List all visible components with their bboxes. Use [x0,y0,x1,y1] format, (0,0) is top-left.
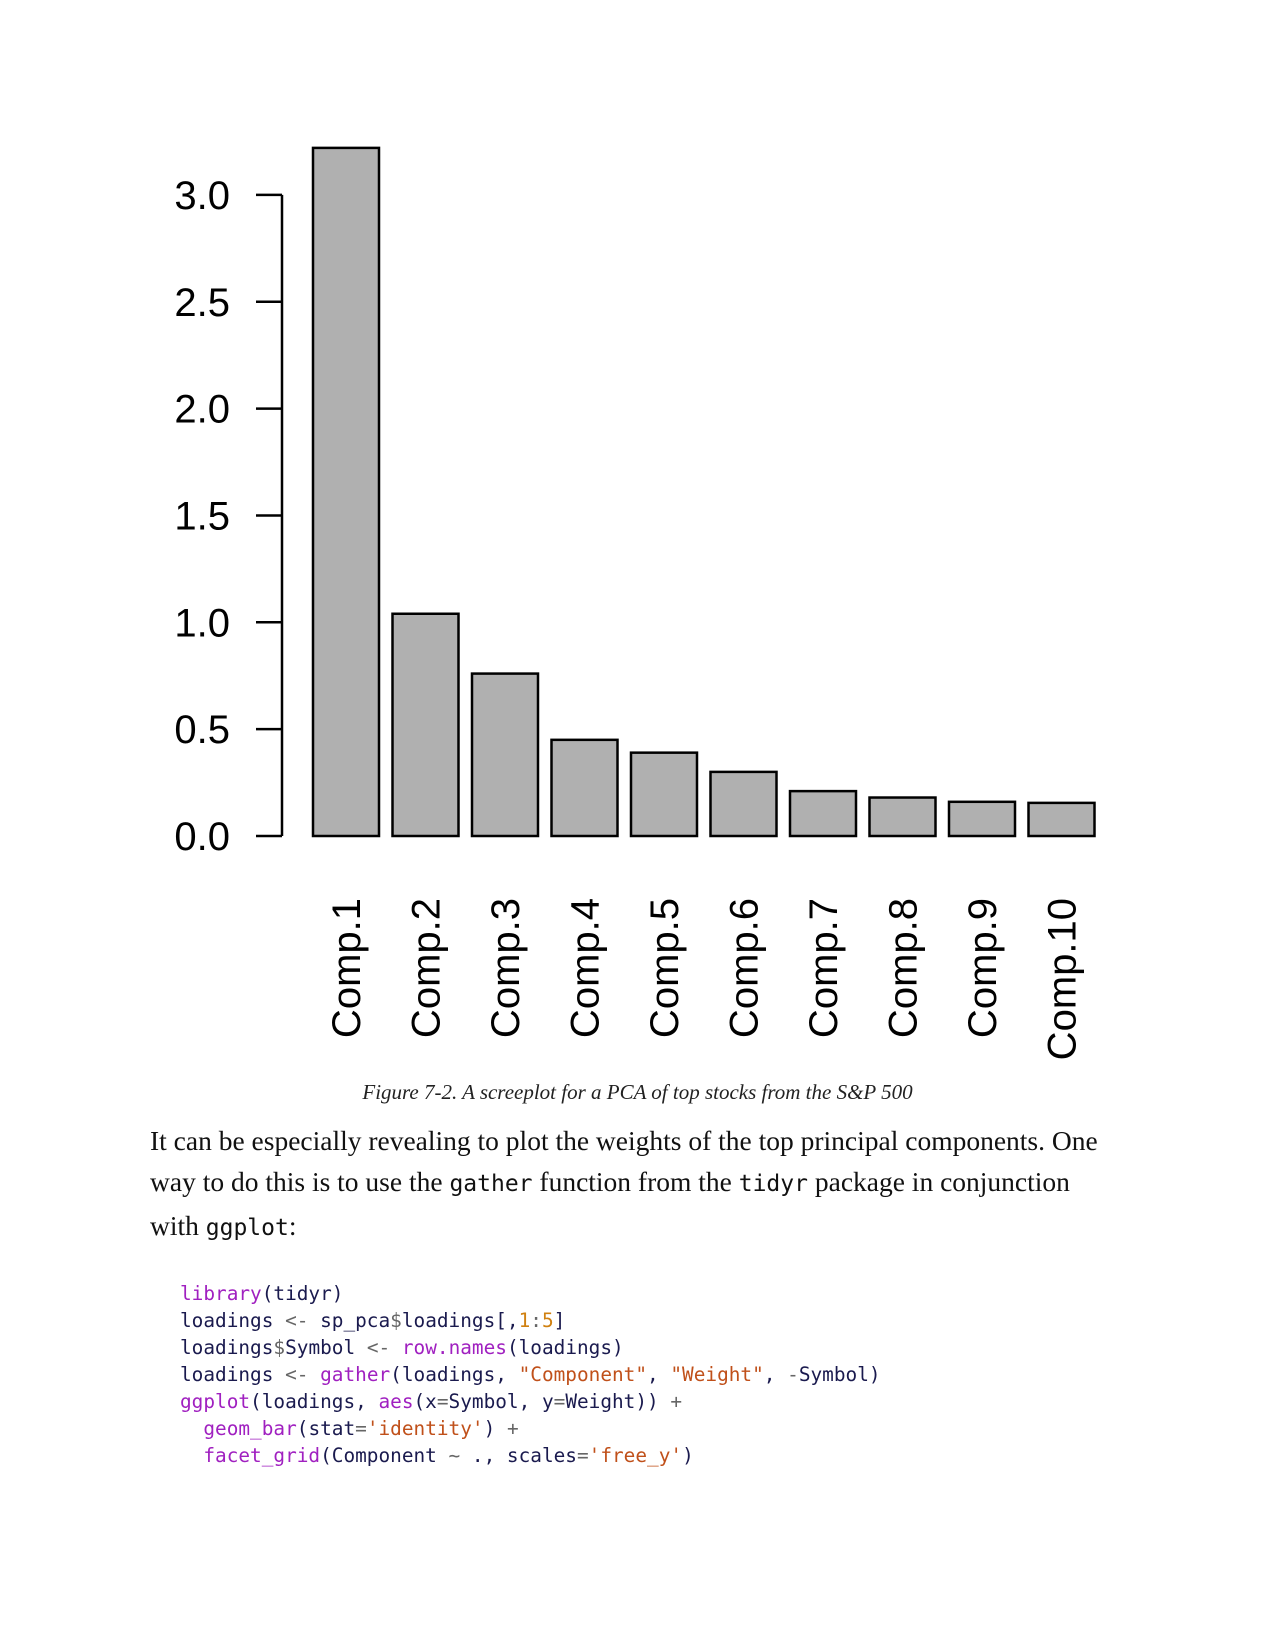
code-block: library(tidyr) loadings <- sp_pca$loading… [180,1280,881,1469]
code-token: (x [413,1390,437,1413]
code-token: ., scales [460,1444,577,1467]
x-tick-label: Comp.9 [961,898,1005,1038]
code-token: (loadings, [390,1363,519,1386]
inline-code-tidyr: tidyr [738,1171,808,1197]
code-token: library [180,1282,262,1305]
code-token: 1 [518,1309,531,1332]
code-token: + [506,1417,519,1440]
code-line: loadings <- gather(loadings, "Component"… [180,1361,881,1388]
code-token: <- [285,1309,309,1332]
code-token: + [670,1390,683,1413]
code-token: Symbol, y [448,1390,554,1413]
para-text-4: : [288,1210,297,1241]
y-tick-label: 1.5 [174,494,230,538]
code-token: geom_bar [203,1417,297,1440]
code-token: Weight)) [565,1390,671,1413]
bar [788,789,858,838]
code-token: = [576,1444,589,1467]
code-token: = [553,1390,566,1413]
code-token: (loadings, [250,1390,379,1413]
y-tick-label: 0.0 [174,815,230,859]
code-token: gather [320,1363,391,1386]
code-token: (stat [296,1417,356,1440]
code-token: = [355,1417,367,1440]
code-line: facet_grid(Component ~ ., scales='free_y… [180,1442,881,1469]
code-token: loadings[, [401,1309,519,1332]
bar [311,146,381,838]
code-token: aes [378,1390,414,1413]
inline-code-gather: gather [449,1171,533,1197]
code-token: loadings [180,1336,274,1359]
code-token: ~ [448,1444,461,1467]
code-token [180,1444,203,1467]
screeplot-chart: 0.0 0.5 1.0 1.5 2.0 2.5 3.0 Comp.1 Comp.2 Comp.3 C… [174,146,1096,1060]
code-token: - [787,1363,799,1386]
code-line: ggplot(loadings, aes(x=Symbol, y=Weight)… [180,1388,881,1415]
code-token: 5 [541,1309,554,1332]
bar [868,796,937,838]
code-token: loadings [180,1309,286,1332]
bar [391,612,460,838]
code-token: (Component [320,1444,449,1467]
inline-code-ggplot: ggplot [205,1215,289,1241]
body-paragraph: It can be especially revealing to plot t… [150,1120,1110,1249]
x-tick-label: Comp.10 [1041,898,1085,1060]
code-token [390,1336,402,1359]
y-tick-label: 2.0 [174,388,230,432]
x-tick-label: Comp.2 [405,898,449,1038]
code-token: (tidyr) [261,1282,344,1305]
para-text-1: It can be especially revealing to plot t… [150,1125,1098,1197]
code-token: Symbol [285,1336,367,1359]
bar [709,770,778,838]
code-line: geom_bar(stat='identity') + [180,1415,881,1442]
code-line: loadings <- sp_pca$loadings[,1:5] [180,1307,881,1334]
code-token: 'identity' [366,1417,484,1440]
code-token: "Component" [518,1363,648,1386]
x-tick-label: Comp.8 [882,898,926,1038]
x-tick-label: Comp.3 [484,898,528,1038]
code-token [180,1417,203,1440]
y-tick-label: 1.0 [174,601,230,645]
code-token: (loadings) [506,1336,624,1359]
code-token: 'free_y' [588,1444,683,1467]
x-tick-label: Comp.6 [723,898,767,1038]
bar [629,751,699,838]
code-token: , [647,1363,671,1386]
x-tick-label: Comp.5 [643,898,687,1038]
code-line: loadings$Symbol <- row.names(loadings) [180,1334,881,1361]
bar [947,800,1017,838]
code-token: "Weight" [670,1363,764,1386]
y-tick-label: 2.5 [174,281,230,325]
para-text-2: function from the [532,1166,739,1197]
code-token: : [530,1309,542,1332]
code-token: Symbol) [798,1363,881,1386]
y-tick-label: 3.0 [174,174,230,218]
x-tick-label: Comp.1 [325,898,369,1038]
code-token: sp_pca [308,1309,391,1332]
code-token: ] [553,1309,566,1332]
x-tick-label: Comp.4 [564,898,608,1038]
code-token: ggplot [180,1390,251,1413]
code-token: $ [273,1336,286,1359]
code-token: = [436,1390,449,1413]
code-token: loadings [180,1363,286,1386]
code-token: , [763,1363,788,1386]
code-token: <- [366,1336,391,1359]
code-line: library(tidyr) [180,1280,881,1307]
code-token: $ [390,1309,402,1332]
x-tick-label: Comp.7 [802,898,846,1038]
y-tick-label: 0.5 [174,708,230,752]
code-token: ) [682,1444,694,1467]
para-text-3: package in conjunction with [150,1166,1070,1241]
code-token: row.names [401,1336,507,1359]
figure-caption: Figure 7-2. A screeplot for a PCA of top… [362,1080,913,1104]
bar [550,738,619,838]
code-token: <- [285,1363,309,1386]
bar [470,672,540,838]
bar [1027,801,1096,838]
code-token: ) [483,1417,507,1440]
code-token [308,1363,320,1386]
code-token: facet_grid [203,1444,321,1467]
